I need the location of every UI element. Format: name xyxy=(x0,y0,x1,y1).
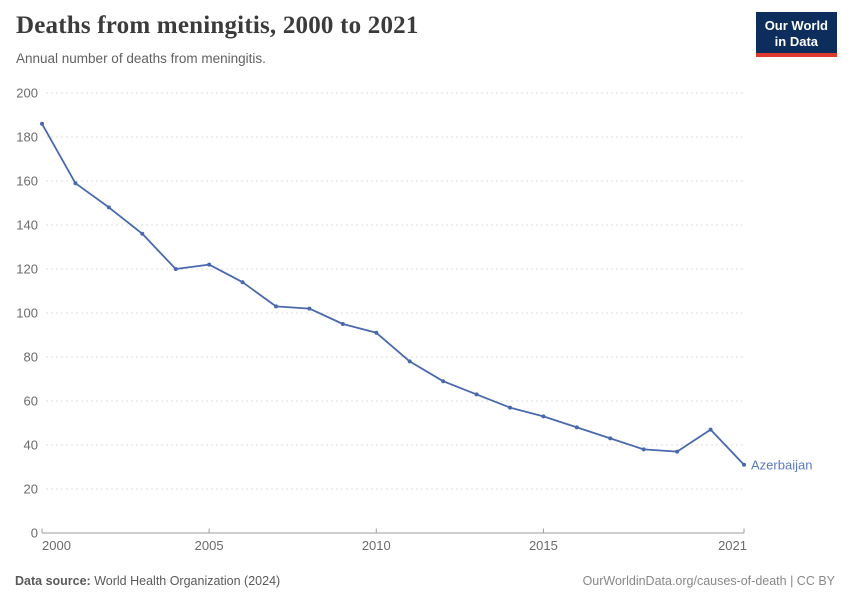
x-axis-label: 2005 xyxy=(195,538,224,553)
data-point[interactable] xyxy=(274,304,278,309)
data-point[interactable] xyxy=(140,231,145,236)
y-axis-label: 80 xyxy=(24,350,38,365)
x-axis-label: 2010 xyxy=(362,538,391,553)
x-axis-label: 2021 xyxy=(718,538,747,553)
data-source-value: World Health Organization (2024) xyxy=(94,574,281,588)
data-point[interactable] xyxy=(407,359,412,364)
x-axis-label: 2015 xyxy=(529,538,558,553)
data-point[interactable] xyxy=(474,392,479,397)
data-point[interactable] xyxy=(73,181,78,186)
owid-logo-line2: in Data xyxy=(774,33,819,49)
y-axis-label: 160 xyxy=(16,174,38,189)
data-point[interactable] xyxy=(340,322,345,326)
data-point[interactable] xyxy=(608,436,613,441)
chart-footer: Data source: World Health Organization (… xyxy=(15,574,835,588)
data-point[interactable] xyxy=(207,262,212,267)
data-point[interactable] xyxy=(106,205,111,210)
data-source-label: Data source: xyxy=(15,574,91,588)
data-point[interactable] xyxy=(40,121,44,126)
y-axis-label: 40 xyxy=(24,438,38,453)
y-axis-label: 0 xyxy=(31,526,38,541)
y-axis-label: 20 xyxy=(24,482,38,497)
chart-subtitle: Annual number of deaths from meningitis. xyxy=(16,51,266,66)
y-axis-label: 120 xyxy=(16,262,38,277)
y-axis-label: 100 xyxy=(16,306,38,321)
data-point[interactable] xyxy=(574,425,579,430)
data-point[interactable] xyxy=(708,427,713,432)
data-point[interactable] xyxy=(641,447,646,452)
data-point[interactable] xyxy=(307,306,312,311)
data-point[interactable] xyxy=(742,462,746,467)
data-point[interactable] xyxy=(240,280,245,285)
data-point[interactable] xyxy=(173,267,178,271)
data-point[interactable] xyxy=(441,379,446,384)
chart-title: Deaths from meningitis, 2000 to 2021 xyxy=(16,12,419,39)
data-source: Data source: World Health Organization (… xyxy=(15,574,280,588)
x-axis-label: 2000 xyxy=(42,538,71,553)
series-label-azerbaijan[interactable]: Azerbaijan xyxy=(751,457,812,472)
data-point[interactable] xyxy=(675,449,680,454)
owid-logo[interactable]: Our World in Data xyxy=(755,12,837,58)
data-point[interactable] xyxy=(508,405,512,410)
y-axis-label: 140 xyxy=(16,218,38,233)
y-axis-label: 200 xyxy=(16,86,38,101)
data-point[interactable] xyxy=(541,414,546,419)
series-line-azerbaijan[interactable] xyxy=(41,122,745,466)
y-axis-label: 180 xyxy=(16,130,38,145)
credit-link[interactable]: OurWorldinData.org/causes-of-death | CC … xyxy=(582,574,835,588)
owid-logo-line1: Our World xyxy=(764,18,828,33)
y-axis-label: 60 xyxy=(24,394,38,409)
data-point[interactable] xyxy=(374,330,379,335)
